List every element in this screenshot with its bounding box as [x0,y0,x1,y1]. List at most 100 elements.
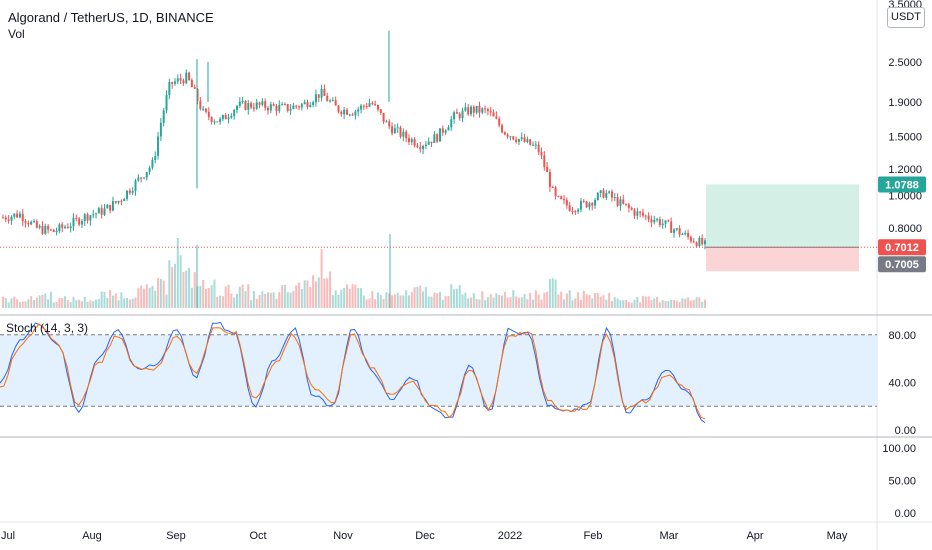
candle-body [106,204,109,209]
profit-zone [706,184,859,248]
candle-body [571,210,574,212]
candle-body [236,105,238,111]
volume-bar [120,292,123,308]
candle-body [210,117,213,122]
volume-bar [582,290,585,308]
stoch-tick-label: 0.00 [895,425,916,437]
volume-bar [484,300,487,308]
candle-body [165,94,168,111]
volume-bar [658,302,661,308]
symbol-title[interactable]: Algorand / TetherUS, 1D, BINANCE [8,10,214,25]
candle-body [574,211,577,213]
volume-bar [18,302,21,308]
volume-bar [455,288,458,308]
candle-body [300,104,303,108]
volume-bar [574,298,577,308]
candle-body [484,108,487,110]
stoch-tick-label: 40.00 [888,377,916,389]
candle-body [157,136,160,156]
currency-button[interactable]: USDT [887,7,925,28]
volume-bar [393,294,396,308]
volume-bar [548,279,551,308]
candle-body [140,177,143,179]
volume-bar [478,299,481,308]
candle-body [182,80,185,84]
candle-body [362,105,365,107]
candle-body [419,146,422,150]
volume-bar [4,297,7,308]
candle-body [698,238,701,247]
candle-body [295,105,298,107]
stochastic-panel [0,321,877,424]
candle-body [450,119,453,128]
candle-body [317,94,320,98]
candle-body [554,187,557,197]
volume-bar [44,293,47,308]
candle-body [354,111,357,116]
candle-body [579,200,582,210]
volume-legend-label[interactable]: Vol [8,27,25,41]
volume-bar [320,248,323,308]
volume-bar [602,295,605,308]
volume-bar [7,302,10,308]
stoch-legend-label[interactable]: Stoch (14, 3, 3) [6,321,89,335]
volume-bar [95,299,98,308]
candle-body [233,110,236,116]
candle-body [75,217,78,219]
volume-bar [430,296,433,308]
volume-bar [672,300,675,308]
price-axis[interactable]: 3.5000 2.5000 1.9000 1.5000 1.2000 1.0000 0.80… [882,0,922,520]
candle-body [269,104,272,111]
candle-body [396,127,399,129]
long-position-tool[interactable] [0,184,877,272]
volume-bar [360,288,363,308]
volume-bar [563,299,566,308]
volume-bar [97,298,100,308]
volume-bar [221,296,224,308]
volume-bar [424,287,427,308]
candle-body [596,192,599,200]
candle-body [283,104,286,106]
time-tick-label: Aug [82,530,102,542]
volume-bar [704,299,706,308]
time-axis[interactable]: Jul Aug Sep Oct Nov Dec 2022 Feb Mar Apr May [1,530,848,542]
candle-body [286,104,289,111]
volume-bar [92,301,95,308]
volume-bar [13,296,16,308]
candle-body [433,134,436,144]
volume-bar [329,271,332,308]
volume-bars [2,234,706,308]
price-badge-label: 0.7005 [885,259,919,271]
volume-bar [210,285,213,308]
candle-body [162,110,165,123]
volume-bar [396,292,399,308]
volume-bar [193,272,196,308]
price-badge [878,239,926,256]
volume-bar [289,292,292,308]
volume-bar [312,275,315,308]
candle-body [543,155,546,167]
volume-bar [16,299,19,308]
volume-bar [416,286,419,308]
candle-body [486,109,489,112]
candle-body [627,204,630,208]
volume-bar [532,299,535,308]
volume-bar [419,285,422,308]
candle-body [402,131,405,137]
candle-body [529,139,532,145]
candle-body [537,144,540,153]
candle-body [52,229,55,232]
candle-body [371,103,374,105]
volume-bar [641,296,644,308]
candle-body [320,89,323,98]
candle-body [331,100,334,102]
candle-body [357,109,360,112]
volume-bar [656,296,659,308]
candle-body [41,225,44,234]
time-tick-label: Jul [1,530,15,542]
candle-body [227,117,230,120]
volume-bar [162,280,165,308]
volume-bar [681,298,684,308]
volume-bar [142,288,145,308]
